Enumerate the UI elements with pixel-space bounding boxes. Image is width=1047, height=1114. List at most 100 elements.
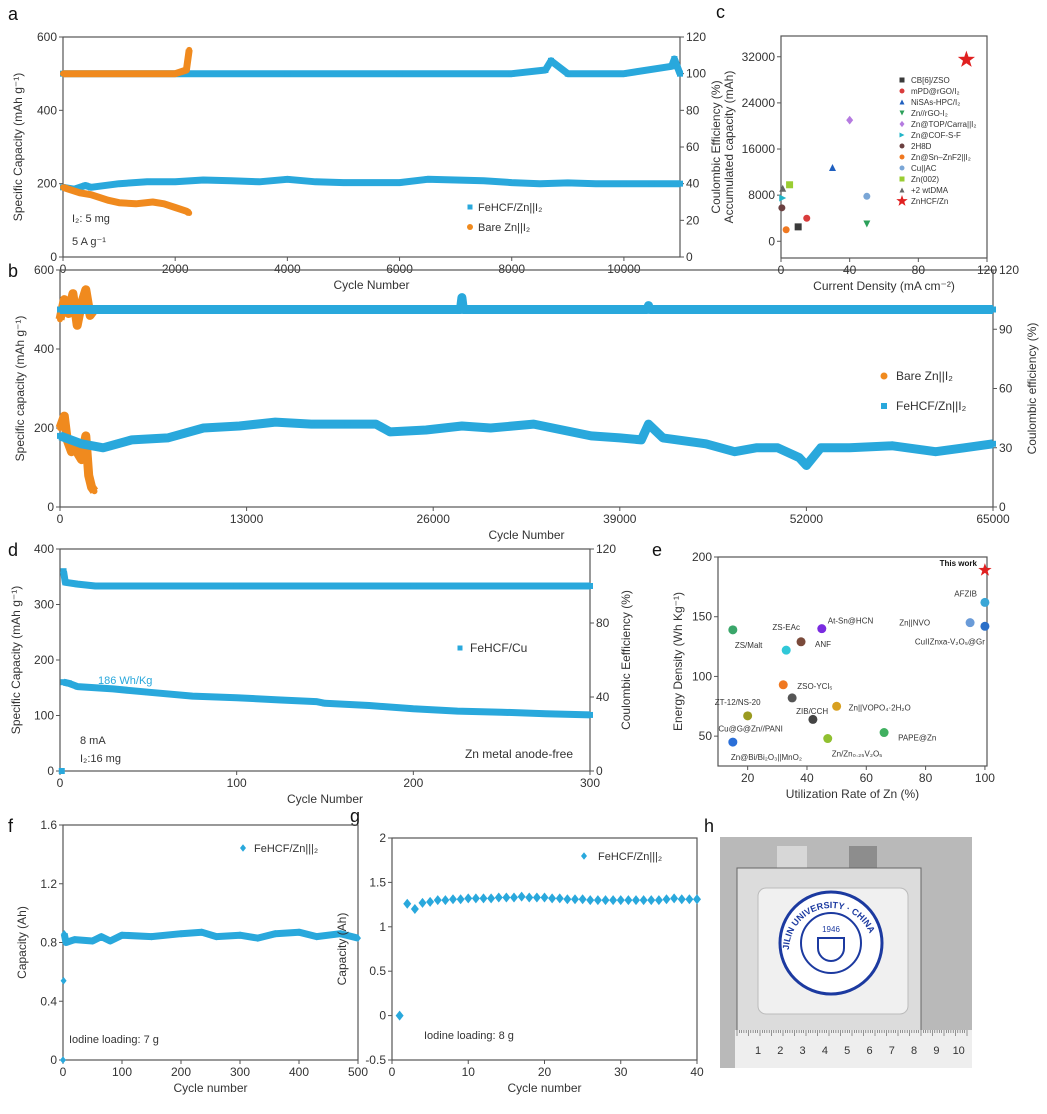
series-0 xyxy=(978,563,992,576)
data-point xyxy=(662,894,671,905)
y-axis-title: Capacity (Ah) xyxy=(15,906,29,979)
series-0 xyxy=(55,411,99,495)
legend-marker xyxy=(880,372,888,380)
data-point xyxy=(609,895,618,906)
data-point xyxy=(340,179,347,186)
legend: FeHCF/Zn|||₂ xyxy=(581,851,662,863)
data-point xyxy=(990,306,996,313)
x-tick-label: 20 xyxy=(741,771,755,785)
y-tick-label: 100 xyxy=(34,709,54,723)
data-point xyxy=(794,223,802,231)
data-point xyxy=(57,316,63,323)
data-point xyxy=(685,894,694,905)
data-point xyxy=(498,709,505,716)
ruler-number: 8 xyxy=(911,1045,917,1057)
ruler-number: 6 xyxy=(866,1045,872,1057)
chart-b: 0 13000 26000 39000 52000 6500002004006000306… xyxy=(13,263,1039,542)
data-point xyxy=(532,892,541,903)
legend-marker xyxy=(581,852,587,860)
data-point xyxy=(61,296,68,303)
data-point xyxy=(547,57,554,64)
y-tick-label: 0 xyxy=(379,1009,386,1023)
data-point xyxy=(601,895,610,906)
data-point xyxy=(148,932,155,941)
data-point xyxy=(456,894,465,905)
series-13 xyxy=(879,728,889,738)
legend-marker xyxy=(899,165,905,171)
data-point xyxy=(781,645,791,655)
legend-marker xyxy=(899,154,905,160)
data-point xyxy=(92,583,99,589)
x-tick-label: 20 xyxy=(538,1065,552,1079)
legend-label: Zn@COF-S-F xyxy=(911,131,961,140)
series-15 xyxy=(728,737,738,747)
legend-marker xyxy=(457,645,463,651)
data-point xyxy=(119,931,125,939)
series-trace xyxy=(55,411,99,494)
data-point xyxy=(510,892,518,903)
data-point xyxy=(787,693,797,703)
data-point xyxy=(366,702,373,709)
data-point xyxy=(632,895,640,906)
data-point xyxy=(563,894,572,905)
panel-letter: c xyxy=(716,2,725,22)
point-label: Zn||NVO xyxy=(899,619,930,628)
data-point xyxy=(480,177,487,184)
x-tick-label: 80 xyxy=(912,263,926,277)
plot-frame xyxy=(59,548,591,772)
x-tick-label: 40 xyxy=(690,1065,704,1079)
data-point xyxy=(564,70,571,77)
legend-marker xyxy=(899,88,905,94)
point-label: ZS/Malt xyxy=(735,641,763,650)
point-label: ZIB/CCH xyxy=(796,707,828,716)
legend-label: Bare Zn||I₂ xyxy=(896,369,953,383)
x-axis-title: Cycle number xyxy=(507,1081,581,1095)
data-point xyxy=(808,714,818,724)
data-point xyxy=(702,440,709,447)
data-point xyxy=(132,200,139,207)
data-point xyxy=(782,226,790,234)
data-point xyxy=(817,444,824,451)
data-point xyxy=(460,306,467,313)
ruler-number: 9 xyxy=(933,1045,939,1057)
series-trace xyxy=(60,570,590,590)
series-7 xyxy=(728,625,738,635)
data-point xyxy=(586,895,595,906)
data-point xyxy=(778,680,788,690)
y2-tick-label: 0 xyxy=(686,250,693,264)
data-point xyxy=(846,115,854,125)
series-4 xyxy=(846,115,854,125)
x-tick-label: 40 xyxy=(843,263,857,277)
y2-axis-title: Coulombic Eefficiency (%) xyxy=(619,590,633,730)
data-point xyxy=(743,711,753,721)
data-point xyxy=(233,583,240,589)
data-point xyxy=(559,426,566,433)
data-point xyxy=(863,192,871,200)
data-point xyxy=(256,178,263,185)
data-point xyxy=(932,448,939,455)
legend-marker xyxy=(896,195,908,206)
data-point xyxy=(116,70,123,77)
data-point xyxy=(410,904,419,915)
data-point xyxy=(160,200,167,207)
data-point xyxy=(433,895,442,906)
data-point xyxy=(889,442,896,449)
legend-marker xyxy=(467,224,473,230)
x-tick-label: 500 xyxy=(348,1065,368,1079)
legend-label: Bare Zn||I₂ xyxy=(478,222,530,234)
data-point xyxy=(88,184,95,191)
data-point xyxy=(395,1010,404,1021)
data-point xyxy=(846,444,853,451)
annotation: 186 Wh/Kg xyxy=(98,675,152,687)
data-point xyxy=(659,434,666,441)
plot-frame xyxy=(391,837,698,1061)
ruler xyxy=(735,1030,972,1068)
data-point xyxy=(61,413,68,420)
data-point xyxy=(648,180,655,187)
data-point xyxy=(571,894,579,905)
data-point xyxy=(164,434,171,441)
data-point xyxy=(116,180,123,187)
data-point xyxy=(296,928,302,936)
data-point xyxy=(779,194,787,202)
y2-tick-label: 120 xyxy=(686,30,706,44)
